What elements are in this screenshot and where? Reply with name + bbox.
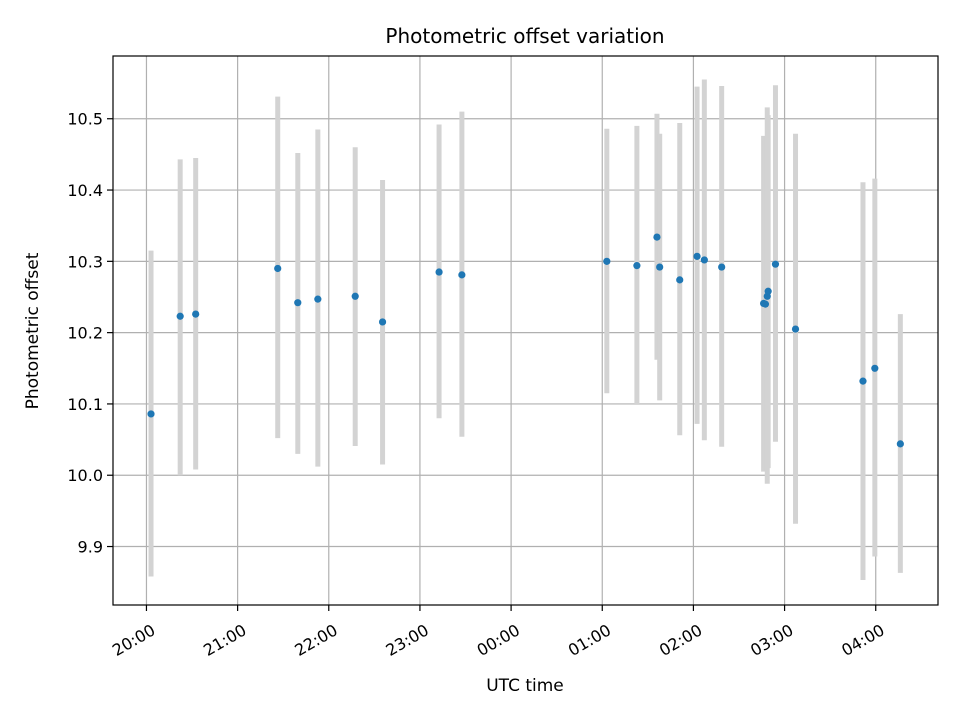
- data-point-14: [676, 276, 684, 284]
- data-point-22: [771, 260, 780, 268]
- data-point-13: [656, 263, 664, 271]
- data-point-1: [176, 312, 184, 320]
- data-point-25: [871, 364, 879, 372]
- data-point-17: [718, 263, 726, 271]
- data-point-16: [700, 256, 708, 264]
- data-point-19: [761, 300, 770, 308]
- data-point-2: [192, 310, 200, 318]
- data-point-8: [435, 268, 443, 276]
- data-point-4: [294, 299, 302, 307]
- y-tick-label-2: 10.1: [67, 395, 103, 414]
- data-point-21: [764, 287, 772, 295]
- plot-frame: [112, 55, 939, 606]
- data-point-9: [458, 271, 466, 279]
- y-tick-label-6: 10.5: [67, 110, 103, 129]
- y-tick-label-5: 10.4: [67, 181, 103, 200]
- data-point-3: [274, 264, 282, 273]
- data-point-5: [314, 295, 322, 303]
- y-tick-label-0: 9.9: [78, 538, 103, 557]
- y-tick-label-1: 10.0: [67, 466, 103, 485]
- grid: [113, 56, 938, 605]
- data-point-0: [147, 410, 155, 418]
- y-tick-label-4: 10.3: [67, 252, 103, 271]
- chart-title: Photometric offset variation: [385, 24, 664, 48]
- data-point-12: [653, 233, 661, 241]
- y-tick-label-3: 10.2: [67, 324, 103, 343]
- data-point-10: [603, 257, 611, 265]
- data-point-6: [351, 292, 359, 300]
- data-point-15: [693, 252, 701, 260]
- data-points: [147, 233, 904, 448]
- data-point-24: [859, 377, 867, 385]
- y-axis-label: Photometric offset: [23, 252, 43, 409]
- x-axis-label: UTC time: [486, 676, 564, 696]
- data-point-26: [896, 440, 904, 448]
- data-point-23: [791, 325, 800, 333]
- data-point-7: [378, 318, 387, 326]
- data-point-11: [633, 262, 641, 270]
